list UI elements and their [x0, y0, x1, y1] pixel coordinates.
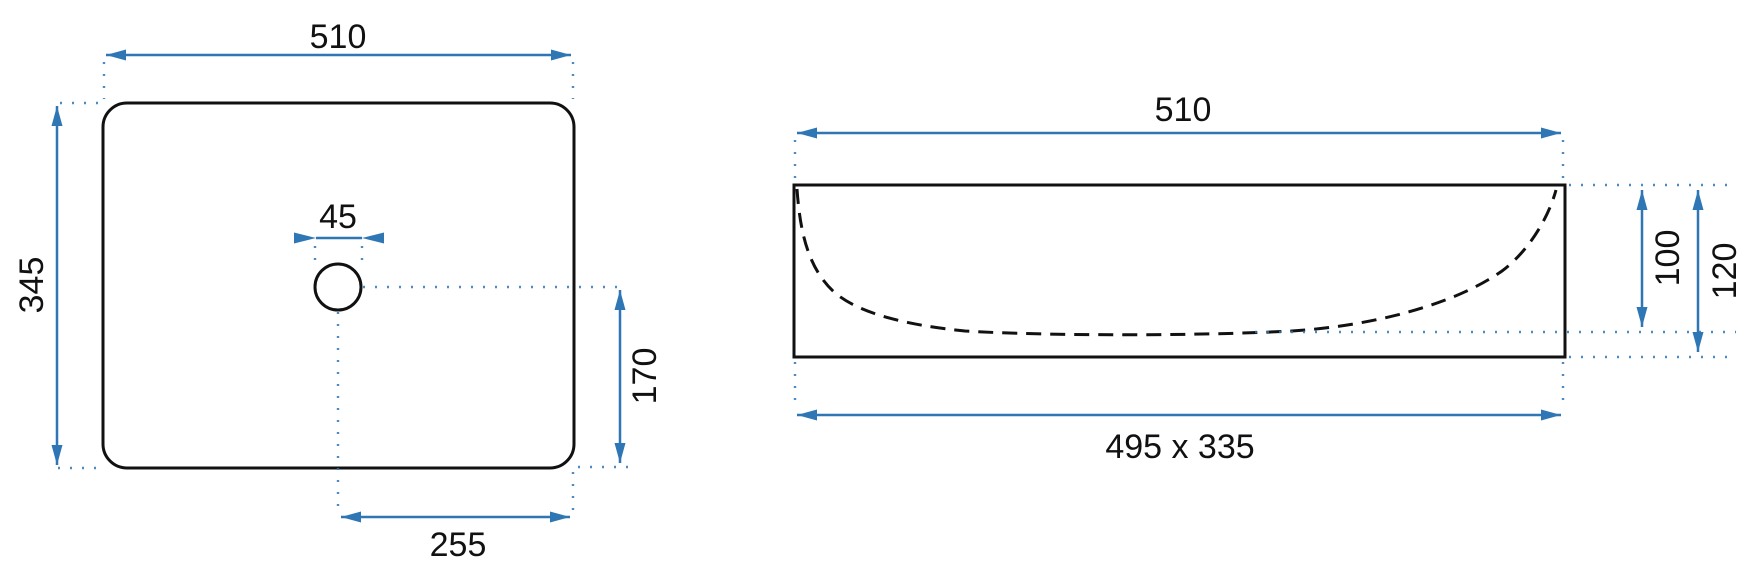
basin-outline-top [101, 101, 576, 470]
dim-label-hole-offset: 255 [430, 526, 487, 564]
dim-label-height: 345 [13, 257, 51, 314]
dim-label-width: 510 [310, 18, 367, 56]
dim-label-hole-to-bottom: 170 [626, 348, 664, 405]
dim-label-total-height: 120 [1706, 243, 1744, 300]
dim-label-hole-diameter: 45 [319, 198, 357, 236]
side-view: 510 100 120 495 x 335 [792, 91, 1744, 466]
arrowhead [294, 232, 316, 244]
dim-label-base-footprint: 495 x 335 [1105, 428, 1254, 466]
basin-profile-dashed [795, 188, 1558, 337]
drain-hole [313, 262, 363, 312]
dim-label-basin-depth: 100 [1649, 230, 1687, 287]
basin-outline-side [792, 183, 1567, 359]
arrowhead [362, 232, 384, 244]
top-view: 510 345 45 170 255 [13, 18, 664, 564]
dim-label-side-width: 510 [1155, 91, 1212, 129]
